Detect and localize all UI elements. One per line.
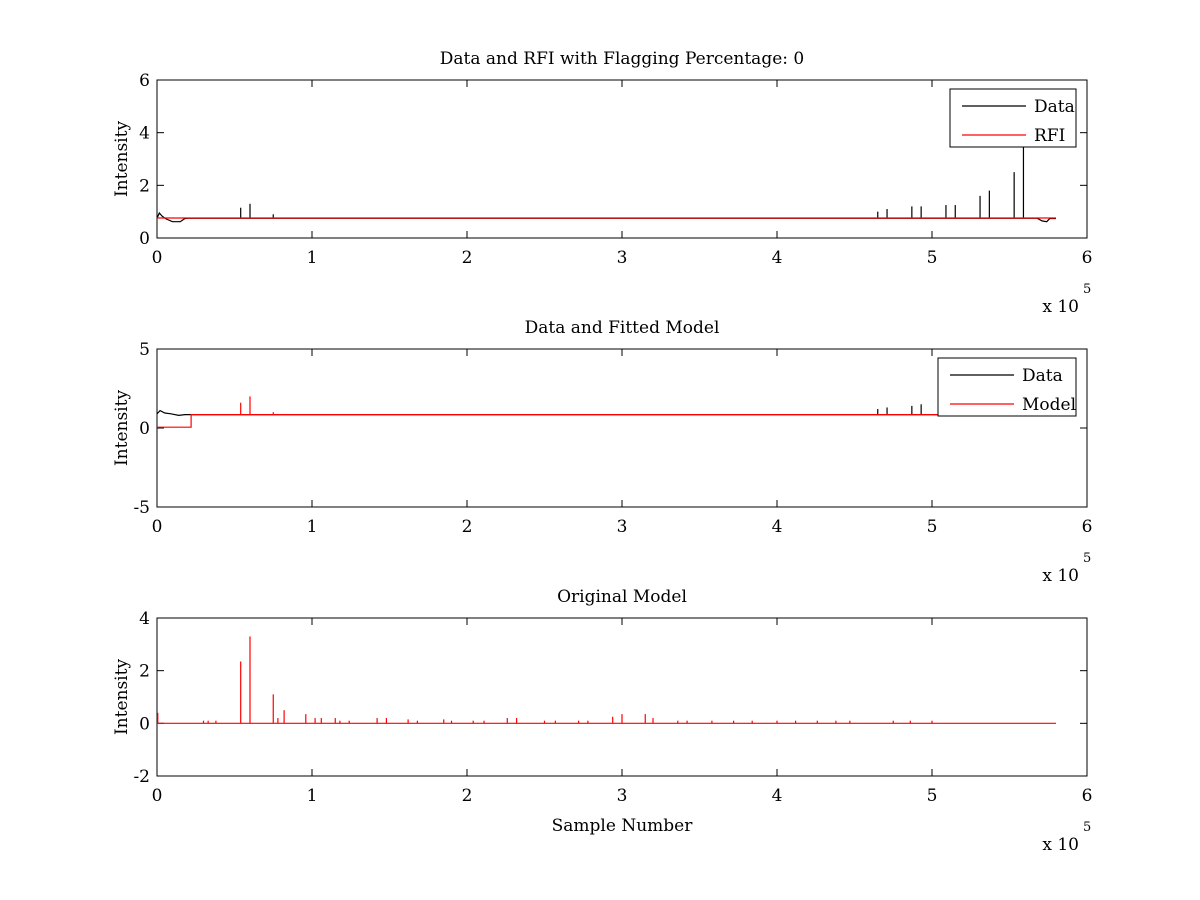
legend-label: Model	[1022, 395, 1076, 415]
y-tick-label: 0	[139, 229, 150, 249]
y-tick-label: 4	[139, 124, 150, 144]
y-axis-label: Intensity	[112, 390, 132, 466]
x-multiplier-exponent: 5	[1083, 551, 1091, 566]
x-tick-label: 4	[772, 248, 783, 268]
y-tick-label: 6	[139, 71, 150, 91]
y-tick-label: 0	[139, 419, 150, 439]
x-tick-label: 0	[152, 517, 163, 537]
legend: Data Model	[937, 357, 1077, 417]
x-tick-label: 6	[1082, 786, 1093, 806]
x-multiplier-base: x 10	[1042, 566, 1079, 586]
subplot-1: Data and RFI with Flagging Percentage: 0…	[112, 49, 1092, 317]
x-tick-label: 3	[617, 786, 628, 806]
x-tick-label: 6	[1082, 248, 1093, 268]
chart-title: Data and RFI with Flagging Percentage: 0	[440, 49, 804, 69]
x-tick-label: 5	[927, 248, 938, 268]
x-tick-label: 5	[927, 786, 938, 806]
series-line	[157, 414, 1056, 428]
x-multiplier-base: x 10	[1042, 835, 1079, 855]
x-tick-label: 0	[152, 786, 163, 806]
chart-title: Original Model	[557, 587, 687, 607]
series-model	[157, 636, 1056, 724]
x-tick-label: 4	[772, 786, 783, 806]
legend-label: RFI	[1034, 126, 1065, 146]
x-tick-label: 5	[927, 517, 938, 537]
legend-box	[937, 357, 1077, 417]
x-multiplier-exponent: 5	[1083, 282, 1091, 297]
series-line	[157, 409, 1056, 417]
y-tick-label: 2	[139, 176, 150, 196]
legend-label: Data	[1022, 366, 1063, 386]
y-tick-label: 5	[139, 340, 150, 360]
x-tick-label: 1	[307, 517, 318, 537]
x-tick-label: 4	[772, 517, 783, 537]
x-tick-label: 0	[152, 248, 163, 268]
x-axis-label: Sample Number	[552, 816, 694, 836]
y-tick-label: 4	[139, 609, 150, 629]
legend-label: Data	[1034, 97, 1075, 117]
legend-box	[949, 88, 1077, 148]
y-tick-label: -2	[133, 767, 150, 787]
x-multiplier-base: x 10	[1042, 297, 1079, 317]
y-tick-label: 2	[139, 662, 150, 682]
axes-frame	[156, 79, 1088, 239]
y-axis-label: Intensity	[112, 121, 132, 197]
legend: Data RFI	[949, 88, 1077, 148]
x-tick-label: 2	[462, 517, 473, 537]
x-tick-label: 3	[617, 517, 628, 537]
x-tick-label: 6	[1082, 517, 1093, 537]
x-tick-label: 2	[462, 248, 473, 268]
y-tick-label: 0	[139, 714, 150, 734]
chart-title: Data and Fitted Model	[525, 318, 720, 338]
x-tick-label: 3	[617, 248, 628, 268]
y-tick-label: -5	[133, 498, 150, 518]
x-tick-label: 2	[462, 786, 473, 806]
x-multiplier-exponent: 5	[1083, 820, 1091, 835]
series-model	[157, 396, 1056, 428]
y-axis-label: Intensity	[112, 659, 132, 735]
axes-frame	[156, 617, 1088, 777]
x-tick-label: 1	[307, 248, 318, 268]
x-tick-label: 1	[307, 786, 318, 806]
series-data	[157, 404, 1056, 417]
